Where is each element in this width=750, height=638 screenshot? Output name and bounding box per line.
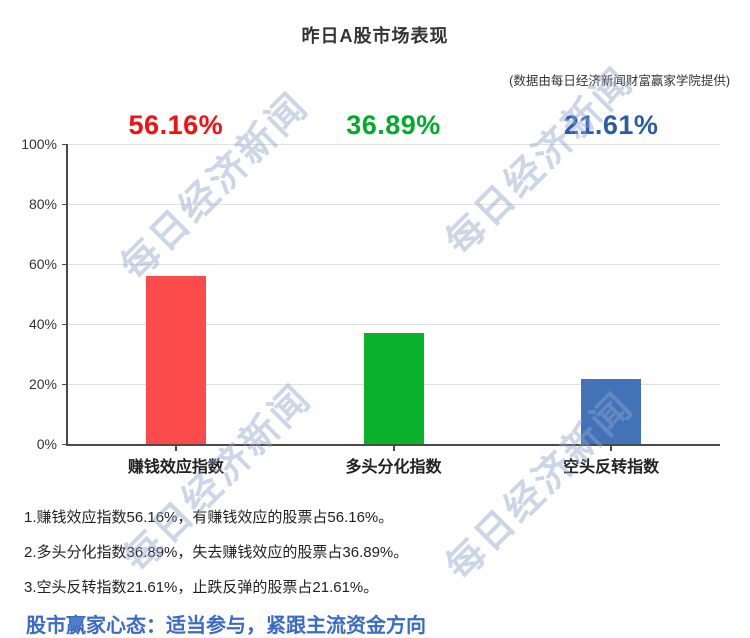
y-tick-mark (62, 203, 67, 205)
note-line-3: 3.空头反转指数21.61%，止跌反弹的股票占21.61%。 (24, 579, 379, 596)
bar-3 (581, 379, 642, 444)
gridline (67, 143, 720, 145)
category-label-3: 空头反转指数 (563, 459, 660, 476)
bar-1 (145, 275, 206, 444)
y-tick-label: 60% (28, 256, 57, 272)
footer-slogan: 股市赢家心态：适当参与，紧跟主流资金方向 (26, 615, 426, 637)
y-tick-mark (62, 443, 67, 445)
bar-2 (363, 333, 424, 444)
gridline (67, 323, 720, 325)
y-tick-mark (62, 383, 67, 385)
y-tick-label: 80% (28, 196, 57, 212)
category-label-1: 赚钱效应指数 (127, 459, 224, 476)
y-tick-label: 0% (36, 436, 57, 452)
x-tick-mark (174, 446, 177, 451)
y-tick-label: 100% (21, 136, 57, 152)
value-label-3: 21.61% (563, 110, 659, 140)
y-axis-line (66, 144, 68, 444)
x-axis-line (66, 444, 720, 446)
value-label-2: 36.89% (346, 110, 441, 140)
chart-subtitle: (数据由每日经济新闻财富赢家学院提供) (509, 74, 730, 88)
bar-chart: 0% 20% 40% 60% 80% 100% 赚钱效应指数 56.16% 多头分化指数 36.8… (21, 110, 720, 476)
value-label-1: 56.16% (128, 110, 224, 140)
y-tick-mark (62, 323, 67, 325)
chart-title: 昨日A股市场表现 (301, 26, 449, 46)
note-line-2: 2.多头分化指数36.89%，失去赚钱效应的股票占36.89%。 (24, 544, 409, 561)
notes-block: 1.赚钱效应指数56.16%，有赚钱效应的股票占56.16%。 2.多头分化指数… (24, 508, 408, 613)
note-line-1: 1.赚钱效应指数56.16%，有赚钱效应的股票占56.16%。 (24, 509, 394, 526)
gridline (67, 203, 720, 205)
gridline (67, 263, 720, 265)
y-tick-mark (62, 263, 67, 265)
x-tick-mark (610, 446, 613, 451)
y-tick-mark (62, 143, 67, 145)
y-tick-label: 40% (28, 316, 57, 332)
category-label-2: 多头分化指数 (345, 459, 442, 476)
x-tick-mark (392, 446, 395, 451)
y-tick-label: 20% (28, 376, 57, 392)
